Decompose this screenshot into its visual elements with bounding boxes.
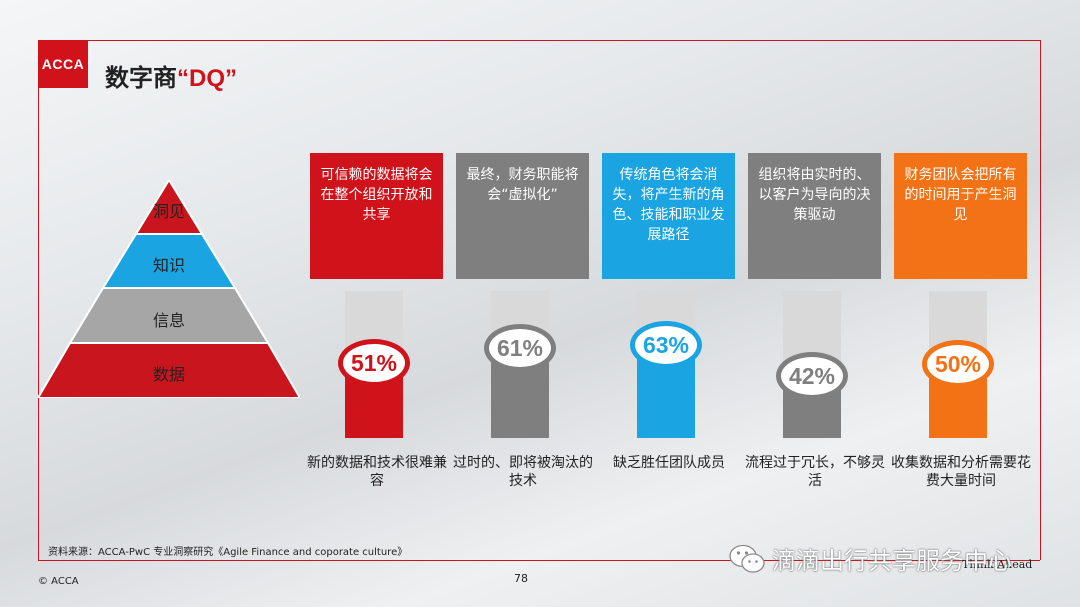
watermark: 滴滴出行共享服务中心 bbox=[728, 541, 1012, 576]
acca-logo: ACCA bbox=[38, 40, 88, 88]
statement-card: 最终，财务职能将会“虚拟化” bbox=[456, 153, 589, 279]
frame-right-line bbox=[1040, 40, 1041, 560]
pyramid-label-insight: 洞见 bbox=[152, 202, 185, 221]
pyramid-label-knowledge: 知识 bbox=[152, 256, 185, 275]
percent-bubble: 42% bbox=[776, 352, 848, 400]
frame-bottom-line bbox=[38, 560, 1040, 561]
copyright: © ACCA bbox=[38, 576, 79, 587]
bar-caption: 缺乏胜任团队成员 bbox=[613, 455, 725, 471]
bar-caption: 过时的、即将被淘汰的技术 bbox=[453, 455, 593, 489]
pyramid-label-data: 数据 bbox=[152, 365, 185, 384]
page-number: 78 bbox=[514, 572, 528, 585]
statement-card: 组织将由实时的、以客户为导向的决策驱动 bbox=[748, 153, 881, 279]
wechat-icon bbox=[729, 544, 765, 573]
percent-bubble: 61% bbox=[484, 324, 556, 372]
bar-caption: 新的数据和技术很难兼容 bbox=[307, 455, 447, 489]
bar-caption: 流程过于冗长，不够灵活 bbox=[745, 455, 885, 489]
frame-left-line bbox=[38, 88, 39, 560]
statement-card: 可信赖的数据将会在整个组织开放和共享 bbox=[310, 153, 443, 279]
frame-top-line bbox=[88, 40, 1040, 41]
percent-bubble: 50% bbox=[922, 340, 994, 388]
watermark-text: 滴滴出行共享服务中心 bbox=[772, 547, 1012, 575]
pyramid-diagram: 洞见 知识 信息 数据 bbox=[36, 178, 302, 402]
statement-card: 传统角色将会消失，将产生新的角色、技能和职业发展路径 bbox=[602, 153, 735, 279]
title-highlight: “DQ” bbox=[177, 65, 237, 92]
think-ahead-tag: Think Ahead bbox=[962, 558, 1033, 571]
bar-caption: 收集数据和分析需要花费大量时间 bbox=[891, 455, 1031, 489]
slide-title: 数字商“DQ” bbox=[105, 58, 237, 93]
statement-card: 财务团队会把所有的时间用于产生洞见 bbox=[894, 153, 1027, 279]
pyramid-label-information: 信息 bbox=[152, 311, 185, 330]
percent-bubble: 63% bbox=[630, 321, 702, 369]
title-prefix: 数字商 bbox=[105, 64, 177, 92]
percent-bubble: 51% bbox=[338, 339, 410, 387]
source-note: 资料来源：ACCA-PwC 专业洞察研究《Agile Finance and c… bbox=[48, 547, 408, 558]
